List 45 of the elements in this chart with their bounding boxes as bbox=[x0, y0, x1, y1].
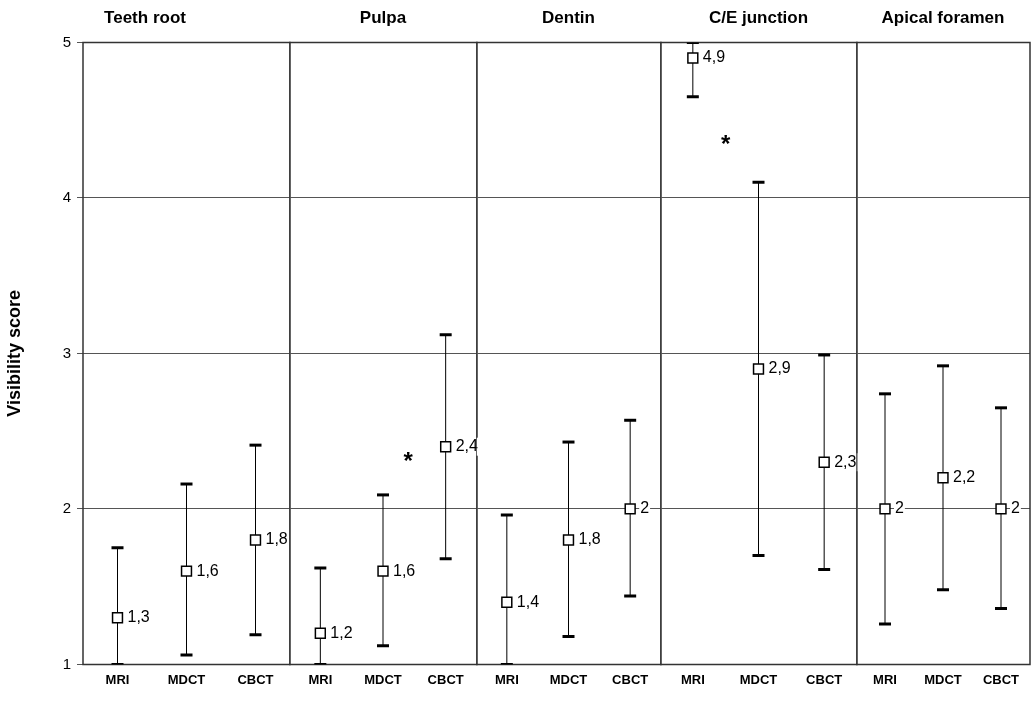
y-tick-label: 5 bbox=[62, 32, 71, 50]
chart-title: Pulpa bbox=[359, 7, 407, 27]
data-label: 2,9 bbox=[768, 359, 791, 377]
y-tick-label: 3 bbox=[62, 343, 71, 361]
data-label: 1,2 bbox=[330, 623, 353, 641]
x-tick-label: MRI bbox=[494, 671, 519, 687]
data-label: 2 bbox=[1011, 499, 1020, 517]
x-tick-label: MRI bbox=[105, 671, 130, 687]
chart-title: C/E junction bbox=[708, 7, 809, 27]
data-label: 4,9 bbox=[702, 48, 726, 66]
data-label: 2,3 bbox=[834, 452, 857, 470]
annotation: * bbox=[403, 446, 414, 474]
x-tick-label: MRI bbox=[680, 671, 705, 687]
data-label: 1,8 bbox=[265, 530, 288, 548]
point bbox=[180, 565, 193, 577]
y-axis-title: Visibility score bbox=[3, 290, 24, 417]
x-tick-label: MDCT bbox=[167, 671, 206, 687]
x-tick-label: CBCT bbox=[982, 671, 1020, 687]
data-label: 1,6 bbox=[393, 561, 416, 579]
x-tick-label: CBCT bbox=[427, 671, 464, 687]
x-tick-label: MDCT bbox=[924, 671, 962, 687]
data-label: 2,2 bbox=[953, 468, 976, 486]
data-label: 1,6 bbox=[196, 561, 219, 579]
data-label: 1,3 bbox=[127, 608, 150, 626]
point bbox=[111, 612, 124, 624]
x-tick-label: MDCT bbox=[364, 671, 402, 687]
x-tick-label: MDCT bbox=[549, 671, 588, 687]
x-tick-label: CBCT bbox=[612, 671, 649, 687]
y-tick-label: 2 bbox=[62, 499, 71, 517]
x-tick-label: MRI bbox=[873, 671, 897, 687]
data-label: 2 bbox=[640, 499, 650, 517]
annotation: * bbox=[720, 130, 731, 158]
data-label: 1,8 bbox=[578, 530, 601, 548]
chart-title: Dentin bbox=[542, 7, 595, 27]
chart-title: Apical foramen bbox=[881, 7, 1005, 27]
y-tick-label: 1 bbox=[62, 654, 71, 672]
point bbox=[249, 534, 262, 546]
x-tick-label: CBCT bbox=[237, 671, 274, 687]
x-tick-label: CBCT bbox=[806, 671, 843, 687]
chart-title: Teeth root bbox=[104, 7, 187, 27]
x-tick-label: MDCT bbox=[739, 671, 778, 687]
y-tick-label: 4 bbox=[62, 188, 71, 206]
x-tick-label: MRI bbox=[308, 671, 333, 687]
data-label: 2 bbox=[895, 499, 904, 517]
data-label: 1,4 bbox=[516, 592, 540, 610]
